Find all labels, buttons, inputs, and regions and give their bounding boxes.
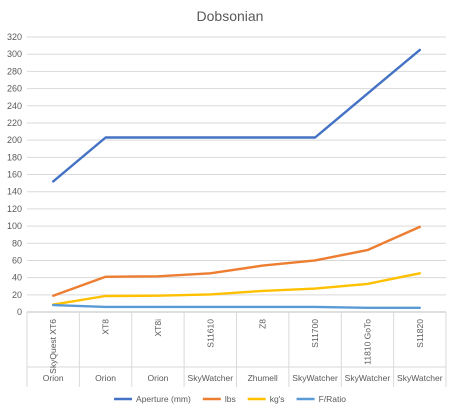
- series-lines: [52, 48, 421, 309]
- x-tick-label: S11820: [415, 319, 425, 348]
- legend-label: Aperture (mm): [136, 394, 191, 404]
- y-tick-label: 200: [7, 135, 22, 145]
- chart-title: Dobsonian: [197, 8, 264, 24]
- x-tick-label: XT8: [101, 319, 111, 335]
- y-tick-label: 60: [12, 255, 22, 265]
- y-tick-label: 300: [7, 49, 22, 59]
- y-tick-label: 180: [7, 152, 22, 162]
- series-line: [52, 48, 421, 183]
- x-tick-label: S11610: [205, 319, 215, 348]
- y-tick-label: 120: [7, 204, 22, 214]
- series-line: [52, 303, 421, 309]
- x-tick-label: 11810 GoTo: [362, 319, 372, 365]
- legend-label: lbs: [225, 394, 236, 404]
- x-tick-label: XT8i: [153, 319, 163, 337]
- series-line: [52, 272, 421, 306]
- legend-label: F/Ratio: [319, 394, 347, 404]
- x-axis: SkyQuest XT6OrionXT8OrionXT8iOrionS11610…: [26, 311, 447, 387]
- y-tick-label: 40: [12, 273, 22, 283]
- y-tick-label: 160: [7, 170, 22, 180]
- x-group-label: SkyWatcher: [345, 373, 391, 383]
- x-tick-label: Z8: [258, 319, 268, 329]
- y-tick-label: 220: [7, 118, 22, 128]
- y-tick-label: 320: [7, 32, 22, 42]
- x-group-label: Zhumell: [248, 373, 278, 383]
- legend: Aperture (mm) lbs kg's F/Ratio: [114, 394, 346, 404]
- legend-label: kg's: [270, 394, 285, 404]
- y-axis: 0 20 40 60 80 100 120 140 160 180 200 220 240 260 280 3…: [7, 32, 22, 317]
- y-tick-label: 80: [12, 238, 22, 248]
- x-tick-label: S11700: [310, 319, 320, 348]
- x-group-label: SkyWatcher: [188, 373, 234, 383]
- x-group-label: SkyWatcher: [397, 373, 443, 383]
- x-group-label: Orion: [43, 373, 64, 383]
- x-tick-label: SkyQuest XT6: [48, 319, 58, 374]
- x-group-label: Orion: [148, 373, 169, 383]
- x-group-label: SkyWatcher: [292, 373, 338, 383]
- y-tick-label: 100: [7, 221, 22, 231]
- series-line: [52, 225, 421, 297]
- y-tick-label: 20: [12, 290, 22, 300]
- y-tick-label: 280: [7, 66, 22, 76]
- y-tick-label: 140: [7, 187, 22, 197]
- x-group-label: Orion: [95, 373, 116, 383]
- y-tick-label: 0: [17, 307, 22, 317]
- y-tick-label: 240: [7, 101, 22, 111]
- gridlines: [27, 36, 446, 296]
- y-tick-label: 260: [7, 84, 22, 94]
